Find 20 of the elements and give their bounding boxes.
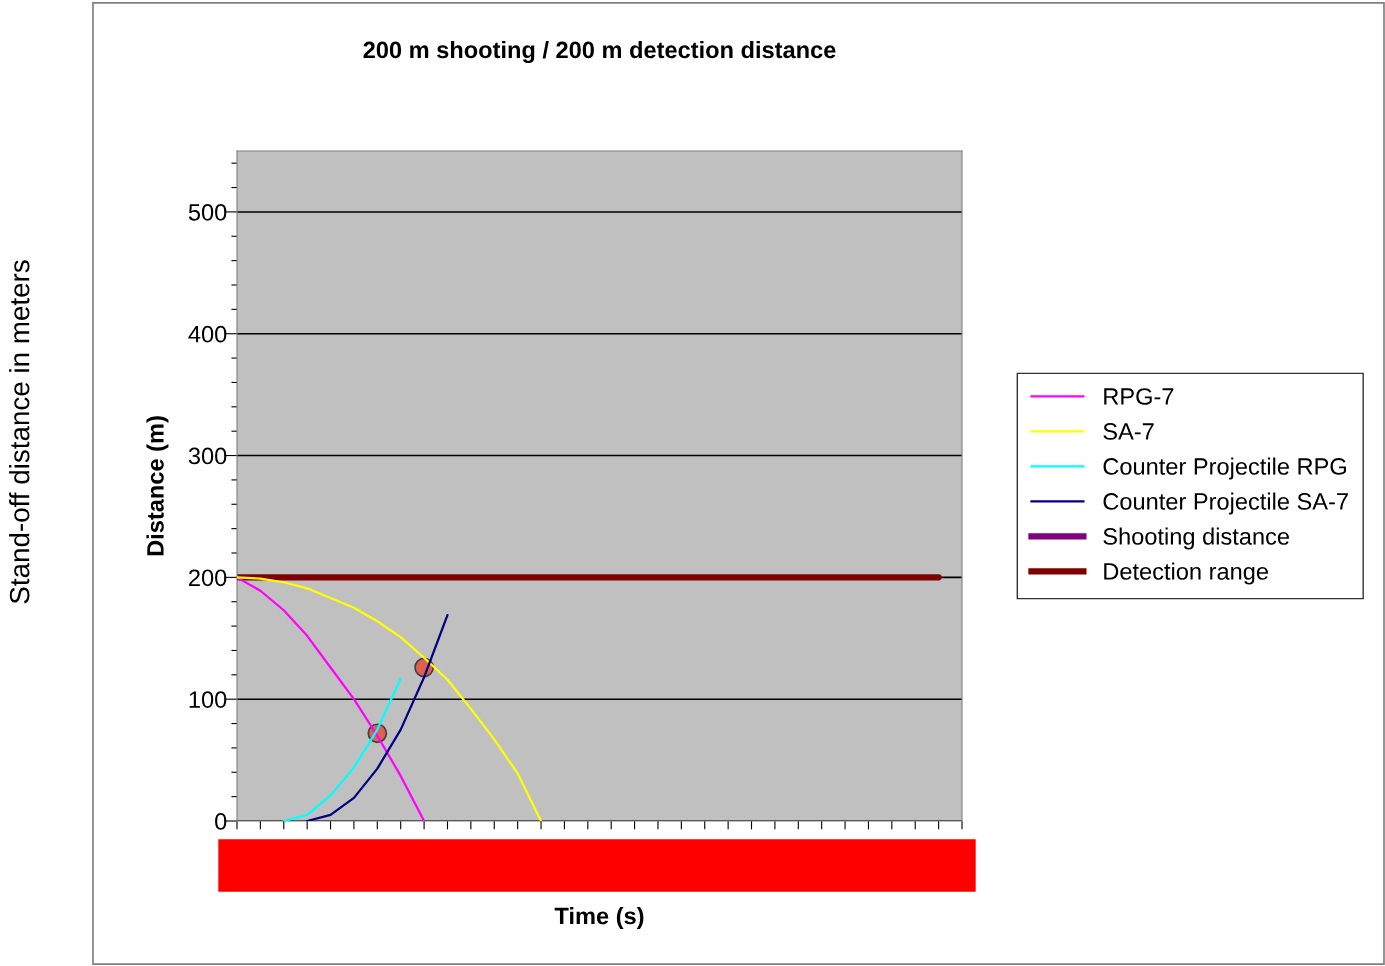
- legend-label: Counter Projectile RPG: [1103, 457, 1346, 480]
- y-tick-label: 100: [189, 691, 227, 708]
- y-axis-title: Distance (m): [146, 416, 169, 556]
- y-tick-label: 400: [188, 325, 227, 343]
- x-axis-title: Time (s): [554, 906, 644, 930]
- line-series: [282, 677, 402, 821]
- legend-label: Shooting distance: [1103, 527, 1289, 550]
- y-tick-label: 500: [188, 203, 227, 221]
- line-series: [237, 576, 543, 821]
- legend-label: RPG-7: [1104, 388, 1174, 405]
- chart-title: 200 m shooting / 200 m detection distance: [363, 40, 836, 64]
- line-series: [306, 614, 449, 821]
- line-series: [237, 576, 426, 821]
- y-tick-label: 0: [215, 813, 227, 830]
- text: Stand-off distance in meters: [9, 260, 30, 604]
- y-tick-label: 200: [189, 569, 227, 587]
- y-tick-label: 300: [188, 447, 227, 465]
- legend-label: SA-7: [1103, 423, 1154, 440]
- legend-label: Counter Projectile SA-7: [1103, 492, 1348, 515]
- legend-label: Detection range: [1104, 562, 1268, 585]
